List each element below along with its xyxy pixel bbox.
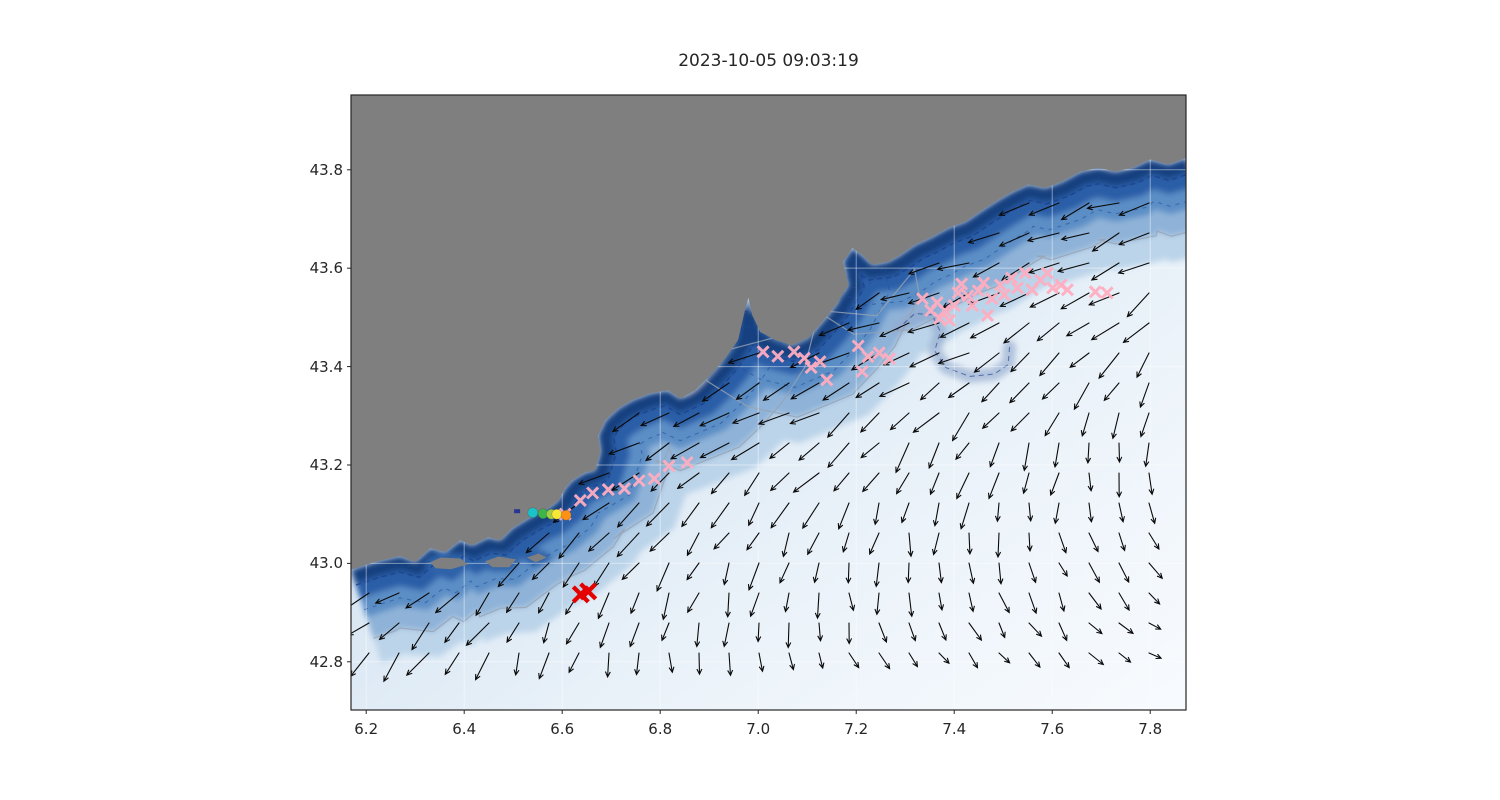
pink-x-marker bbox=[938, 303, 952, 318]
pink-x-marker bbox=[820, 373, 834, 387]
map-layers bbox=[351, 95, 1186, 710]
pink-x-marker bbox=[955, 277, 969, 291]
pink-x-marker bbox=[1005, 271, 1019, 285]
plot-title: 2023-10-05 09:03:19 bbox=[678, 51, 859, 71]
pink-x-marker bbox=[586, 486, 600, 500]
pink-x-marker bbox=[951, 286, 965, 300]
pink-x-marker bbox=[980, 308, 995, 322]
pink-x-marker bbox=[617, 482, 631, 496]
pink-x-marker bbox=[855, 364, 869, 379]
pink-x-marker bbox=[804, 361, 818, 375]
pink-x-marker bbox=[851, 339, 865, 353]
pink-x-marker bbox=[942, 313, 956, 327]
pink-x-marker bbox=[965, 299, 979, 313]
x-tick-label: 7.4 bbox=[942, 720, 967, 738]
pink-x-marker bbox=[1040, 266, 1054, 280]
pink-x-marker bbox=[932, 311, 947, 325]
land-layer bbox=[351, 95, 1186, 570]
pink-x-marker bbox=[872, 346, 886, 360]
x-tick-label: 7.8 bbox=[1138, 720, 1163, 738]
pink-x-marker bbox=[993, 278, 1007, 292]
pink-x-marker bbox=[1018, 266, 1032, 280]
isobath-contour bbox=[363, 200, 1186, 611]
y-tick-label: 43.4 bbox=[309, 357, 343, 376]
drifter-dot bbox=[527, 507, 539, 519]
x-tick-label: 7.6 bbox=[1040, 720, 1065, 738]
pink-x-marker bbox=[947, 299, 961, 313]
y-tick-label: 43.0 bbox=[309, 554, 343, 573]
x-tick-label: 6.2 bbox=[354, 720, 379, 738]
pink-x-marker bbox=[680, 455, 694, 470]
island bbox=[484, 556, 517, 568]
pink-x-marker bbox=[1060, 283, 1074, 297]
drifter-track-layer bbox=[527, 507, 572, 521]
pink-x-marker bbox=[1100, 286, 1114, 300]
pink-x-marker bbox=[756, 345, 770, 359]
island bbox=[526, 553, 547, 563]
y-tick-label: 43.2 bbox=[309, 455, 343, 474]
forecast-particles-layer bbox=[558, 266, 1114, 521]
pink-x-marker bbox=[787, 345, 801, 359]
quiver-arrows bbox=[351, 202, 1164, 683]
pink-x-marker bbox=[647, 472, 661, 486]
pink-x-marker bbox=[985, 292, 999, 306]
pink-x-marker bbox=[797, 351, 811, 365]
pink-x-marker bbox=[1088, 285, 1102, 299]
pink-x-marker bbox=[771, 349, 785, 363]
origin-marker bbox=[514, 509, 521, 514]
y-tick-label: 43.6 bbox=[309, 259, 343, 278]
drifter-dot bbox=[560, 509, 572, 521]
pink-x-marker bbox=[997, 288, 1011, 302]
pink-x-marker bbox=[971, 284, 985, 298]
pink-x-marker bbox=[601, 483, 615, 497]
x-tick-label: 7.2 bbox=[844, 720, 869, 738]
axis-frame bbox=[350, 94, 1187, 711]
pink-x-marker bbox=[861, 350, 875, 364]
x-tick-label: 7.0 bbox=[746, 720, 771, 738]
red-x-marker bbox=[579, 582, 598, 601]
pink-x-marker bbox=[573, 493, 587, 507]
drifter-dot bbox=[551, 508, 563, 520]
x-tick-label: 6.8 bbox=[648, 720, 673, 738]
x-tick-label: 6.4 bbox=[452, 720, 477, 738]
pink-x-marker bbox=[662, 459, 676, 473]
x-tick-label: 6.6 bbox=[550, 720, 575, 738]
y-tick-label: 43.8 bbox=[309, 160, 343, 179]
shelf-break-contour bbox=[896, 312, 1011, 377]
y-tick-label: 42.8 bbox=[309, 652, 343, 671]
isobath-contour bbox=[373, 230, 1186, 639]
pink-x-marker bbox=[915, 292, 929, 306]
pink-x-marker bbox=[1010, 281, 1024, 295]
pink-x-marker bbox=[1046, 281, 1060, 295]
pink-x-marker bbox=[961, 289, 975, 303]
pink-x-marker bbox=[977, 276, 991, 290]
pink-x-marker bbox=[882, 352, 897, 366]
island bbox=[429, 557, 469, 570]
pink-x-marker bbox=[813, 355, 827, 369]
pink-x-marker bbox=[632, 474, 646, 488]
